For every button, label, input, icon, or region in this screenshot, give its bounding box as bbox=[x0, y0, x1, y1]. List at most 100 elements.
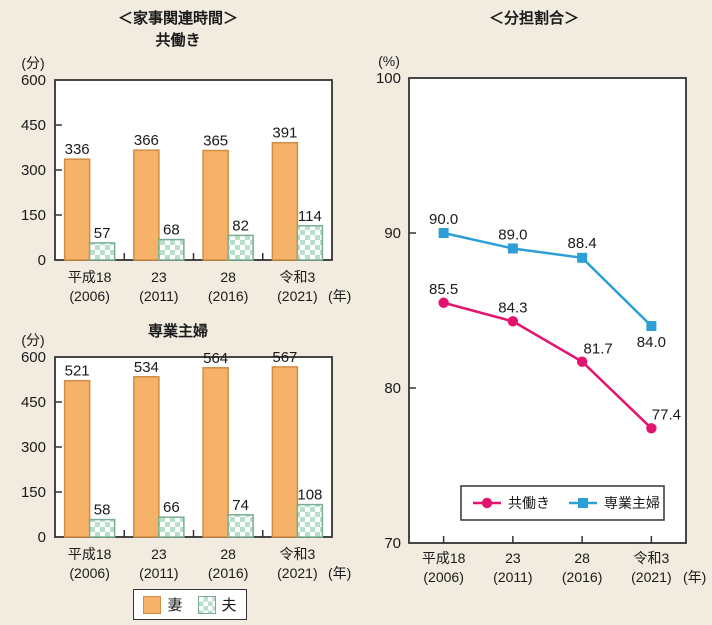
x-tick-year: (2006) bbox=[69, 288, 109, 304]
legend-label-dual-income: 共働き bbox=[508, 495, 550, 511]
x-tick-year: (2021) bbox=[277, 565, 317, 581]
x-tick-year: (2011) bbox=[139, 565, 178, 581]
bar-value-label: 366 bbox=[134, 132, 159, 149]
x-tick-year: (2011) bbox=[139, 288, 178, 304]
x-tick-era: 28 bbox=[220, 269, 236, 285]
x-tick-year: (2016) bbox=[562, 569, 602, 585]
bar-husband-1 bbox=[158, 238, 185, 261]
right-section-title: ＜分担割合＞ bbox=[488, 10, 579, 27]
bar-value-label: 114 bbox=[298, 208, 322, 225]
point-value-label: 84.0 bbox=[637, 334, 666, 351]
chart-title-housewife: 専業主婦 bbox=[147, 323, 208, 340]
x-tick-era: 28 bbox=[574, 550, 590, 566]
marker-circle-dual_income-0 bbox=[438, 297, 449, 308]
bar-value-label: 336 bbox=[65, 141, 90, 158]
x-tick-year: (2006) bbox=[69, 565, 109, 581]
legend-item-husband: 夫 bbox=[197, 594, 237, 615]
right-column: ＜分担割合＞ (%) 70 80 90 100 平成18 (2006) 23 (2011) 28(… bbox=[356, 0, 712, 625]
y-tick-label: 100 bbox=[376, 70, 401, 87]
marker-square-housewife-3 bbox=[646, 321, 657, 331]
plot-area bbox=[408, 77, 687, 544]
bar-value-label: 58 bbox=[94, 502, 111, 519]
y-tick-label: 450 bbox=[21, 394, 46, 411]
marker-circle-dual_income-1 bbox=[507, 316, 519, 327]
x-tick-year: (2021) bbox=[631, 569, 671, 585]
bar-value-label: 365 bbox=[203, 133, 228, 150]
point-value-label: 84.3 bbox=[498, 299, 527, 316]
x-tick-era: 23 bbox=[505, 550, 521, 566]
bar-chart-legend: 妻 夫 bbox=[133, 589, 247, 620]
x-tick-era: 28 bbox=[220, 546, 236, 562]
bar-chart-dual-income: (分) 0 150 300 450 600 平成18 (2006) 336 57 23 (2011) 3… bbox=[21, 55, 351, 304]
bar-wife-0 bbox=[63, 379, 91, 538]
point-value-label: 85.5 bbox=[429, 281, 458, 298]
wife-swatch-icon bbox=[143, 595, 162, 614]
x-tick-year: (2011) bbox=[493, 569, 532, 585]
bar-value-label: 82 bbox=[232, 217, 249, 234]
legend-marker-square-icon bbox=[578, 498, 588, 508]
y-tick-label: 450 bbox=[21, 117, 46, 134]
bar-value-label: 521 bbox=[65, 363, 90, 380]
bar-value-label: 57 bbox=[94, 225, 111, 242]
marker-square-housewife-0 bbox=[438, 228, 449, 238]
x-tick-era: 平成18 bbox=[68, 269, 112, 285]
y-tick-label: 0 bbox=[38, 529, 46, 546]
x-tick-era: 令和3 bbox=[279, 269, 315, 285]
legend-label-wife: 妻 bbox=[167, 597, 183, 614]
bar-wife-3 bbox=[271, 141, 299, 261]
legend-marker-circle-icon bbox=[481, 497, 493, 509]
point-value-label: 88.4 bbox=[568, 235, 597, 252]
line-housewife bbox=[443, 231, 653, 327]
marker-square-housewife-2 bbox=[577, 252, 588, 263]
bar-value-label: 66 bbox=[163, 499, 180, 516]
y-tick-label: 300 bbox=[21, 162, 46, 179]
x-tick-era: 令和3 bbox=[279, 546, 315, 562]
x-tick-era: 令和3 bbox=[633, 550, 669, 566]
bar-value-label: 74 bbox=[232, 497, 249, 514]
y-tick-label: 300 bbox=[21, 439, 46, 456]
bar-husband-2 bbox=[227, 514, 254, 538]
left-column: ＜家事関連時間＞ 共働き (分) 0 150 300 450 600 平成18 (2006) 3… bbox=[21, 10, 351, 620]
legend-item-wife: 妻 bbox=[143, 594, 183, 615]
y-tick-label: 150 bbox=[21, 207, 46, 224]
marker-circle-dual_income-3 bbox=[646, 423, 657, 434]
left-section-title: ＜家事関連時間＞ bbox=[117, 10, 238, 27]
bar-wife-0 bbox=[63, 158, 91, 261]
x-axis-unit: (年) bbox=[328, 565, 351, 581]
y-axis-unit: (%) bbox=[378, 53, 400, 69]
bar-wife-2 bbox=[202, 367, 229, 538]
legend-label-housewife: 専業主婦 bbox=[604, 495, 660, 511]
x-tick-era: 23 bbox=[151, 269, 167, 285]
y-tick-label: 80 bbox=[384, 380, 401, 397]
y-tick-label: 600 bbox=[21, 72, 46, 89]
x-tick-era: 平成18 bbox=[422, 550, 466, 566]
marker-square-housewife-1 bbox=[507, 243, 518, 254]
line-chart-share-ratio: (%) 70 80 90 100 平成18 (2006) 23 (2011) 28 (2016) 令和… bbox=[376, 53, 706, 585]
y-tick-label: 70 bbox=[384, 535, 401, 552]
bar-value-label: 68 bbox=[163, 222, 180, 239]
bar-husband-0 bbox=[88, 242, 116, 261]
point-value-label: 77.4 bbox=[652, 406, 681, 423]
bar-chart-housewife: (分) 0 150 300 450 600 平成18 (2006) 521 58 23 (2011) 5… bbox=[21, 332, 351, 581]
y-axis-unit: (分) bbox=[21, 332, 44, 348]
bar-husband-2 bbox=[227, 234, 254, 261]
bar-husband-1 bbox=[158, 516, 185, 538]
bar-wife-2 bbox=[202, 149, 229, 261]
marker-circle-dual_income-2 bbox=[576, 356, 588, 367]
y-tick-label: 0 bbox=[38, 252, 46, 269]
husband-swatch-icon bbox=[197, 595, 216, 614]
x-tick-year: (2016) bbox=[208, 288, 248, 304]
x-tick-year: (2016) bbox=[208, 565, 248, 581]
bar-husband-3 bbox=[296, 503, 324, 538]
bar-value-label: 108 bbox=[297, 487, 322, 504]
x-axis-unit: (年) bbox=[328, 288, 351, 304]
point-value-label: 89.0 bbox=[498, 227, 527, 244]
point-value-label: 81.7 bbox=[584, 341, 613, 358]
x-axis-unit: (年) bbox=[683, 569, 706, 585]
y-tick-label: 90 bbox=[384, 225, 401, 242]
y-axis-unit: (分) bbox=[21, 55, 44, 71]
x-tick-year: (2006) bbox=[423, 569, 463, 585]
x-tick-year: (2021) bbox=[277, 288, 317, 304]
bar-wife-1 bbox=[133, 149, 160, 261]
